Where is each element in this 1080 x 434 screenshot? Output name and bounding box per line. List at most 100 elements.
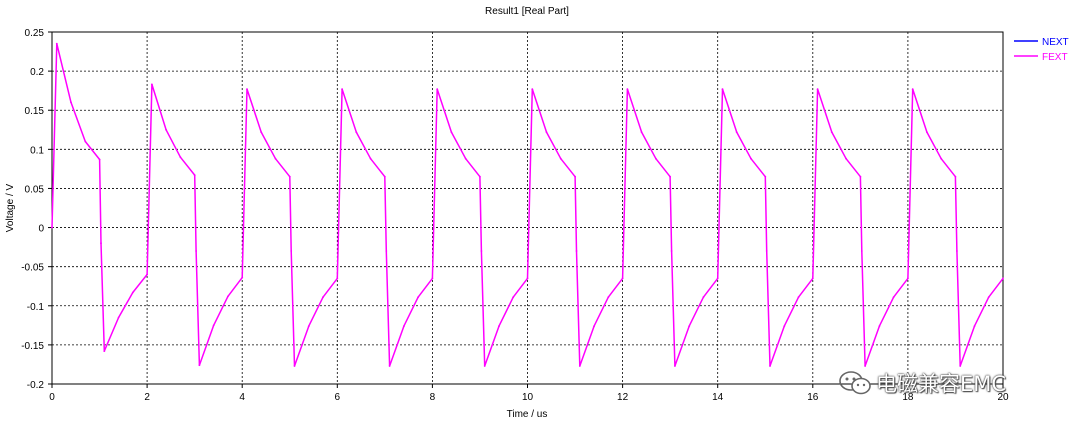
x-tick-label: 18 — [902, 392, 914, 403]
y-axis-ticks: -0.2 -0.15 -0.1 -0.05 0 0.05 0.1 0.15 0.2 0.25 — [21, 28, 52, 391]
y-tick-label: -0.2 — [27, 380, 45, 391]
data-point-fext — [512, 296, 515, 299]
watermark-text: 电磁兼容EMC — [876, 372, 1007, 396]
data-point-fext — [212, 324, 215, 327]
data-point-fext — [51, 226, 53, 229]
data-point-fext — [388, 365, 391, 367]
data-point-fext — [450, 131, 453, 134]
data-point-fext — [859, 175, 862, 178]
grid — [52, 32, 1003, 384]
data-point-fext — [355, 131, 358, 134]
x-tick-label: 20 — [997, 392, 1009, 403]
data-point-fext — [100, 242, 102, 245]
data-point-fext — [336, 277, 339, 280]
data-point-fext — [621, 277, 624, 280]
data-point-fext — [702, 296, 705, 299]
data-point-fext — [480, 250, 483, 252]
data-point-fext — [607, 296, 610, 299]
data-point-fext — [797, 296, 800, 299]
data-point-fext — [911, 88, 914, 90]
data-point-fext — [431, 277, 434, 280]
watermark: 电磁兼容EMC — [838, 368, 1006, 398]
data-point-fext — [526, 277, 529, 280]
data-point-fext — [655, 157, 657, 160]
series-layer — [51, 42, 1004, 367]
data-point-fext — [103, 350, 106, 352]
data-point-fext — [227, 295, 229, 298]
data-point-fext — [669, 175, 671, 178]
data-point-fext — [956, 250, 958, 252]
data-point-fext — [750, 157, 752, 160]
data-point-fext — [290, 250, 293, 252]
data-point-fext — [383, 175, 386, 178]
data-point-fext — [98, 158, 101, 161]
data-point-fext — [246, 88, 248, 90]
x-tick-label: 2 — [144, 392, 150, 403]
data-point-fext — [816, 88, 819, 90]
data-point-fext — [341, 88, 343, 90]
data-point-fext — [575, 250, 578, 252]
data-point-fext — [926, 131, 928, 134]
data-point-fext — [830, 131, 833, 134]
y-tick-label: 0.2 — [30, 67, 44, 78]
data-point-fext — [864, 365, 866, 367]
data-point-fext — [198, 364, 201, 367]
data-point-fext — [878, 325, 881, 327]
data-point-fext — [417, 296, 419, 299]
data-point-fext — [464, 157, 467, 160]
x-tick-label: 8 — [430, 392, 436, 403]
y-axis-label: Voltage / V — [5, 183, 16, 232]
data-point-fext — [483, 365, 486, 367]
data-point-fext — [973, 325, 976, 327]
data-point-fext — [688, 325, 691, 327]
data-point-fext — [578, 365, 581, 367]
data-point-fext — [721, 88, 724, 90]
data-point-fext — [811, 277, 814, 280]
data-point-fext — [293, 365, 296, 367]
y-tick-label: -0.15 — [21, 341, 44, 352]
x-tick-label: 10 — [522, 392, 534, 403]
data-point-fext — [674, 365, 676, 367]
data-point-fext — [403, 325, 405, 327]
data-point-fext — [146, 273, 149, 276]
data-point-fext — [498, 325, 500, 327]
x-axis-ticks: 0 2 4 6 8 10 12 14 16 18 20 — [49, 384, 1009, 403]
y-tick-label: 0.25 — [25, 28, 45, 39]
x-tick-label: 0 — [49, 392, 55, 403]
data-point-fext — [193, 174, 196, 177]
data-point-fext — [559, 157, 562, 160]
legend[interactable]: NEXT FEXT — [1014, 37, 1069, 63]
x-axis-label: Time / us — [507, 409, 548, 420]
chart-title: Result1 [Real Part] — [485, 6, 569, 17]
data-point-fext — [55, 42, 58, 45]
data-point-fext — [70, 101, 72, 104]
y-tick-label: -0.05 — [21, 263, 44, 274]
data-point-fext — [131, 291, 134, 294]
data-point-fext — [769, 365, 771, 367]
y-tick-label: 0.05 — [25, 184, 45, 195]
data-point-fext — [1002, 277, 1004, 280]
data-point-fext — [907, 277, 909, 280]
data-point-fext — [574, 175, 576, 178]
data-point-fext — [165, 128, 168, 131]
y-tick-label: 0.1 — [30, 145, 44, 156]
data-point-fext — [735, 131, 738, 134]
wechat-icon — [839, 371, 871, 395]
y-tick-label: -0.1 — [27, 302, 45, 313]
data-point-fext — [545, 131, 548, 134]
x-tick-label: 14 — [712, 392, 724, 403]
x-tick-label: 4 — [239, 392, 245, 403]
data-point-fext — [274, 157, 277, 160]
y-tick-label: 0 — [38, 224, 44, 235]
x-tick-label: 6 — [335, 392, 341, 403]
data-point-fext — [892, 296, 895, 299]
data-point-fext — [716, 277, 719, 280]
data-point-fext — [940, 157, 943, 160]
data-point-fext — [626, 88, 629, 90]
x-tick-label: 16 — [807, 392, 819, 403]
legend-label: FEXT — [1042, 52, 1068, 63]
legend-label: NEXT — [1042, 37, 1069, 48]
data-point-fext — [322, 296, 324, 299]
data-point-fext — [307, 325, 310, 327]
